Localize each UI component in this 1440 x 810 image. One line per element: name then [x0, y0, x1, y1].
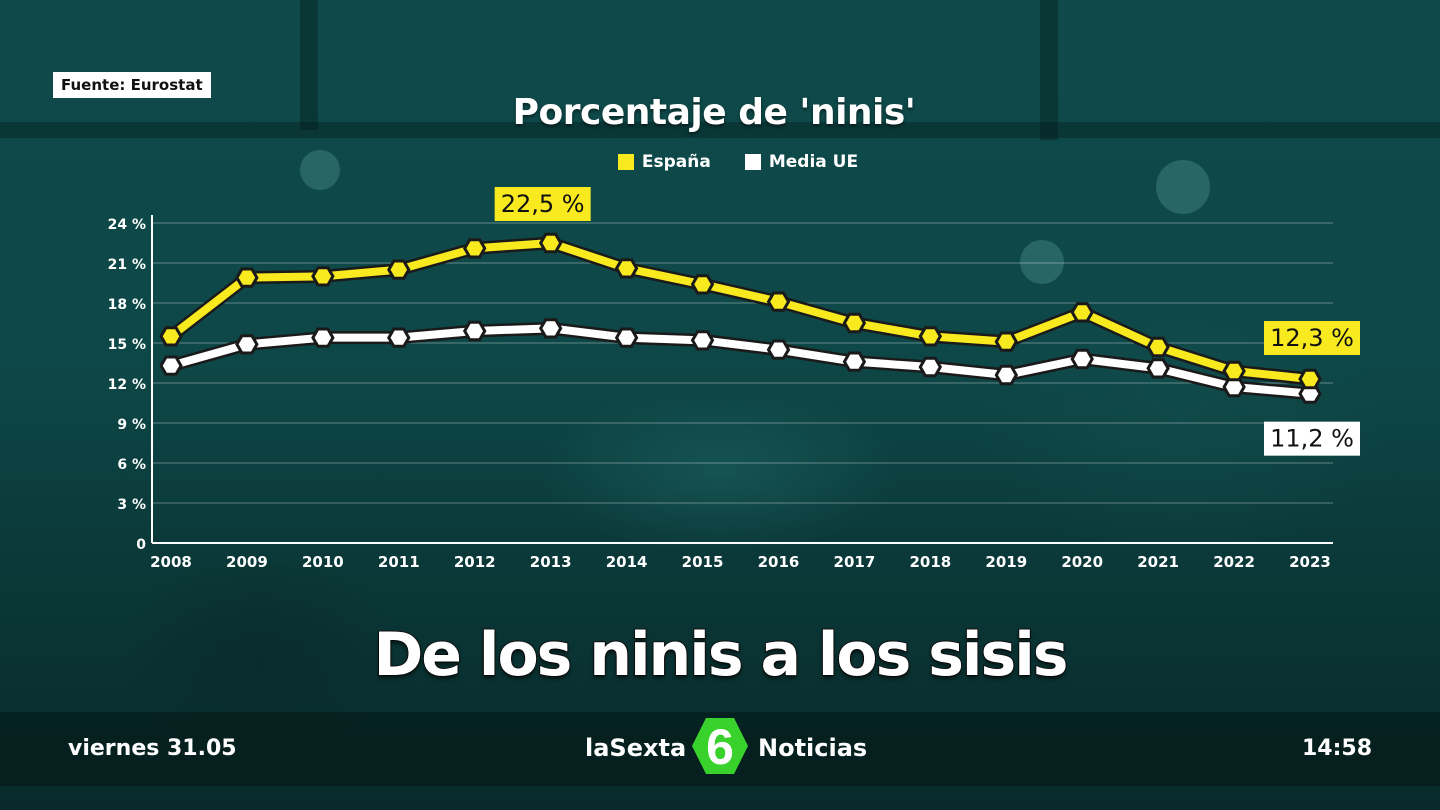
legend-swatch-media-ue: [744, 154, 761, 170]
x-tick-label: 2017: [834, 553, 876, 571]
annotation-box: [494, 187, 591, 221]
line-chart: 0 3 % 6 % 9 % 12 % 15 % 18 % 21 % 24 % 2008 2009 20…: [108, 187, 1360, 571]
background-ceiling-beam: [1040, 0, 1058, 140]
data-point-espana: [1146, 336, 1170, 358]
legend-item-media-ue: Media UE: [744, 152, 859, 172]
data-point-media-ue: [159, 355, 183, 376]
x-tick-label: 2023: [1289, 553, 1331, 571]
x-tick-label: 2019: [985, 553, 1027, 571]
broadcast-date: viernes 31.05: [68, 736, 237, 761]
data-point-media-ue: [766, 339, 791, 360]
background-lamp: [300, 150, 340, 190]
data-point-media-ue: [311, 327, 335, 348]
y-tick-label: 3 %: [117, 497, 146, 513]
broadcast-time: 14:58: [1301, 736, 1372, 761]
legend-item-espana: España: [617, 152, 711, 172]
program-name: Noticias: [758, 734, 868, 762]
x-tick-label: 2011: [378, 553, 420, 571]
data-point-espana: [766, 291, 791, 312]
data-point-espana: [462, 238, 487, 259]
data-point-espana: [1222, 360, 1246, 382]
x-tick-label: 2018: [909, 553, 951, 571]
x-tick-label: 2012: [454, 553, 496, 571]
data-point-media-ue: [235, 334, 259, 355]
annotation-box: [1264, 421, 1360, 456]
data-point-espana: [159, 326, 183, 347]
y-tick-label: 0: [136, 537, 146, 553]
data-point-media-ue: [387, 327, 411, 348]
data-point-media-ue: [462, 320, 487, 342]
series-line-media-ue: [167, 324, 1314, 398]
data-point-espana: [387, 259, 411, 280]
data-point-espana: [690, 274, 715, 295]
data-point-espana: [311, 266, 335, 287]
x-tick-label: 2014: [606, 553, 648, 571]
data-point-media-ue: [1146, 358, 1170, 379]
data-point-media-ue: [690, 330, 715, 351]
x-tick-label: 2016: [758, 553, 800, 571]
data-point-espana: [918, 326, 943, 347]
background-ceiling-beam: [300, 0, 318, 130]
legend-label-espana: España: [641, 152, 711, 172]
data-point-espana: [1070, 302, 1094, 323]
data-point-media-ue: [538, 318, 563, 339]
data-label: 22,5 %: [501, 190, 585, 218]
data-point-media-ue: [994, 364, 1019, 386]
data-point-espana: [235, 267, 259, 288]
x-tick-label: 2013: [530, 553, 572, 571]
chart-legend: España Media UE: [0, 152, 1440, 172]
x-tick-label: 2020: [1061, 553, 1103, 571]
data-point-espana: [614, 258, 639, 279]
legend-label-media-ue: Media UE: [768, 152, 859, 172]
data-point-media-ue: [842, 351, 867, 372]
x-tick-label: 2021: [1137, 553, 1179, 571]
data-point-espana: [1298, 368, 1322, 390]
data-point-espana: [538, 232, 563, 254]
data-point-media-ue: [1070, 348, 1094, 370]
data-label: 11,2 %: [1270, 425, 1354, 453]
y-tick-label: 21 %: [108, 257, 146, 273]
background-ceiling-beam: [0, 122, 1440, 138]
data-point-espana: [994, 331, 1019, 352]
x-tick-label: 2010: [302, 553, 344, 571]
y-tick-label: 15 %: [108, 337, 146, 353]
x-tick-label: 2008: [150, 553, 192, 571]
y-tick-label: 12 %: [108, 377, 146, 393]
data-point-media-ue: [614, 327, 639, 348]
y-tick-label: 24 %: [108, 217, 146, 233]
background-lamp: [1020, 240, 1064, 284]
data-point-espana: [842, 312, 867, 334]
background-lamp: [1156, 160, 1210, 214]
source-label: Fuente: Eurostat: [53, 72, 211, 98]
series-line-espana: [167, 239, 1314, 383]
y-tick-label: 9 %: [117, 417, 146, 433]
y-tick-label: 18 %: [108, 297, 146, 313]
data-point-media-ue: [918, 356, 943, 378]
x-tick-label: 2022: [1213, 553, 1255, 571]
x-tick-label: 2009: [226, 553, 268, 571]
channel-name: laSexta: [585, 734, 687, 762]
annotation-box: [1264, 321, 1360, 355]
data-label: 12,3 %: [1270, 324, 1354, 352]
y-tick-label: 6 %: [117, 457, 146, 473]
lasexta-six-logo-icon: 6: [692, 718, 748, 775]
chart-title: Porcentaje de 'ninis': [512, 92, 916, 133]
legend-swatch-espana: [617, 154, 634, 170]
logo-digit: 6: [706, 719, 734, 775]
headline-caption: De los ninis a los sisis: [373, 619, 1070, 691]
x-tick-label: 2015: [682, 553, 724, 571]
